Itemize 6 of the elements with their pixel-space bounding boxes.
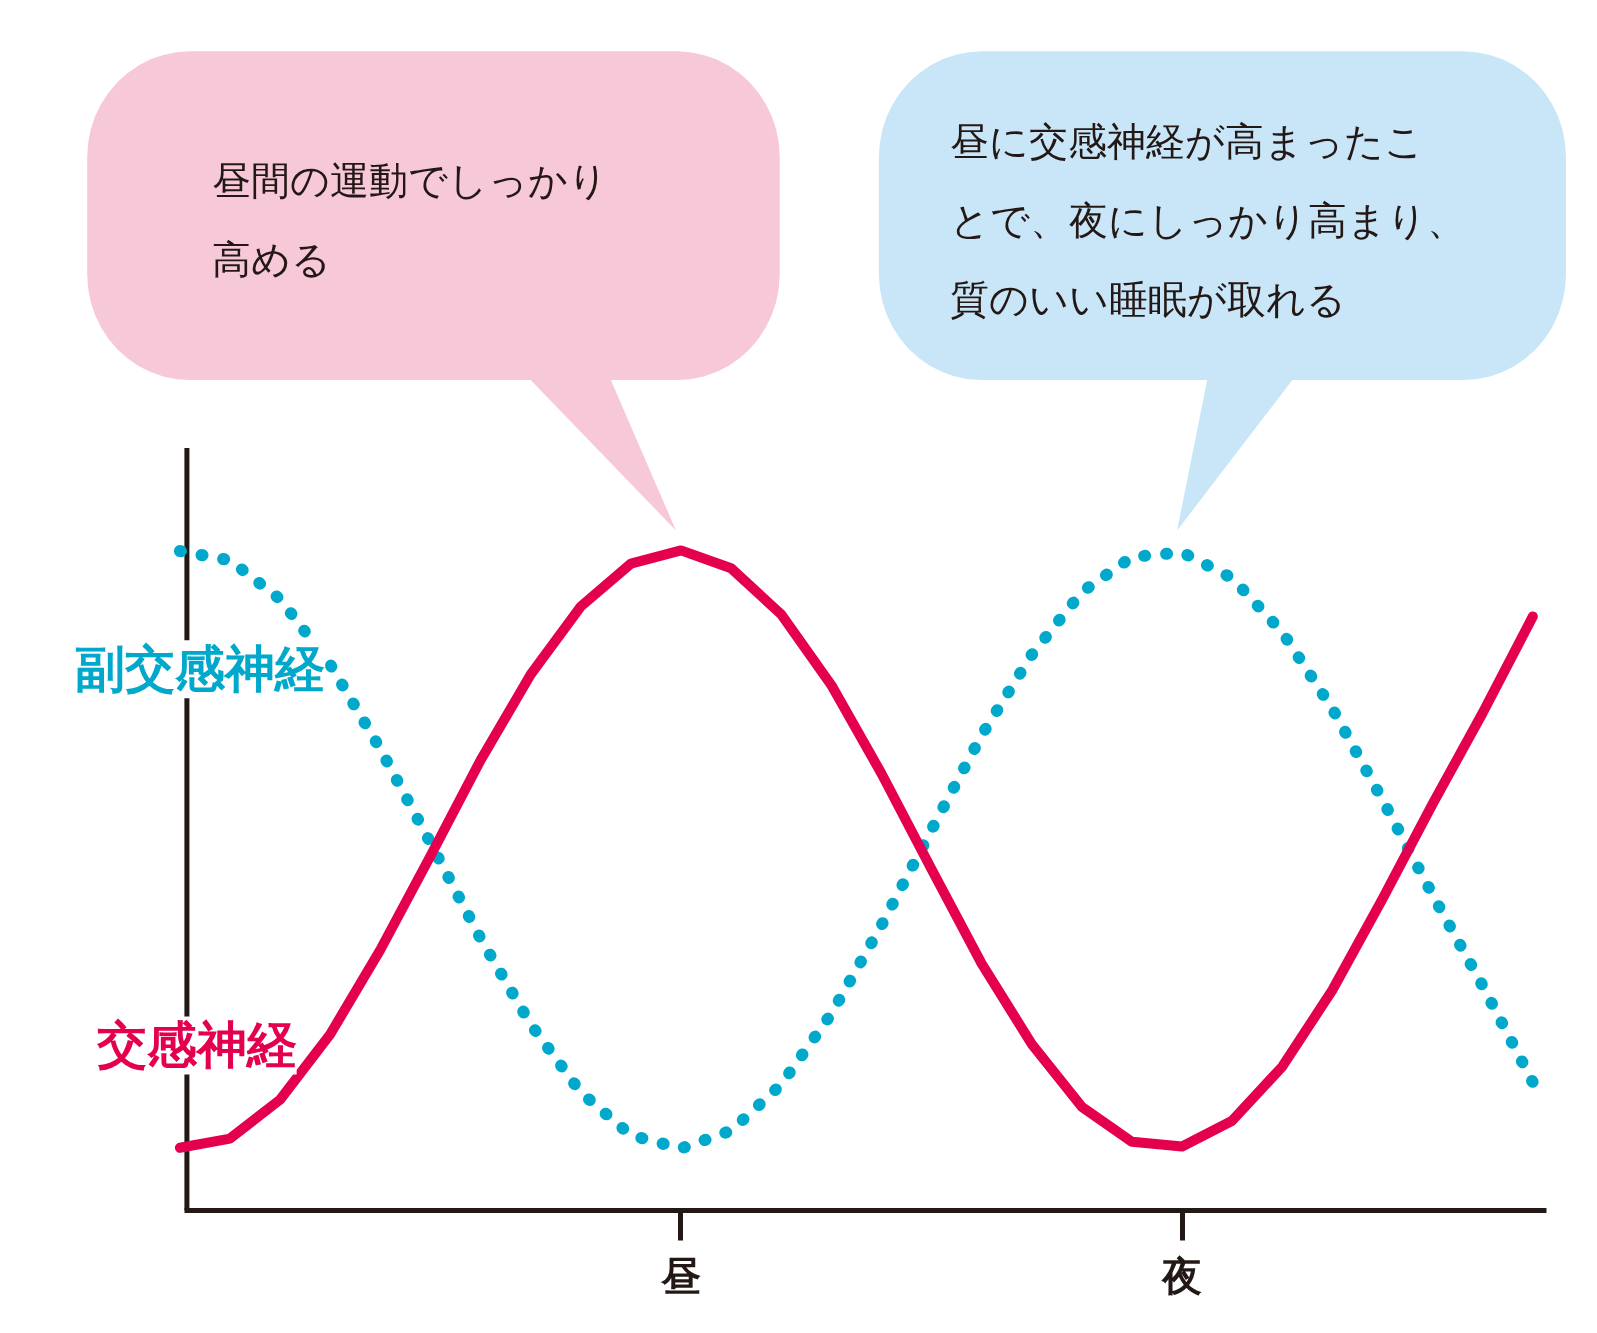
- text: 昼に交感神経が高まったことで、夜にしっかり高まり、質のいい睡眠が取れる: [949, 119, 1466, 322]
- text: 昼間の運動でしっかり高める: [212, 158, 609, 283]
- x-tick-label: 昼: [659, 1252, 701, 1299]
- series-label: 副交感神経: [75, 640, 326, 699]
- x-tick-label: 夜: [1161, 1252, 1203, 1299]
- series-label: 交感神経: [95, 1016, 297, 1075]
